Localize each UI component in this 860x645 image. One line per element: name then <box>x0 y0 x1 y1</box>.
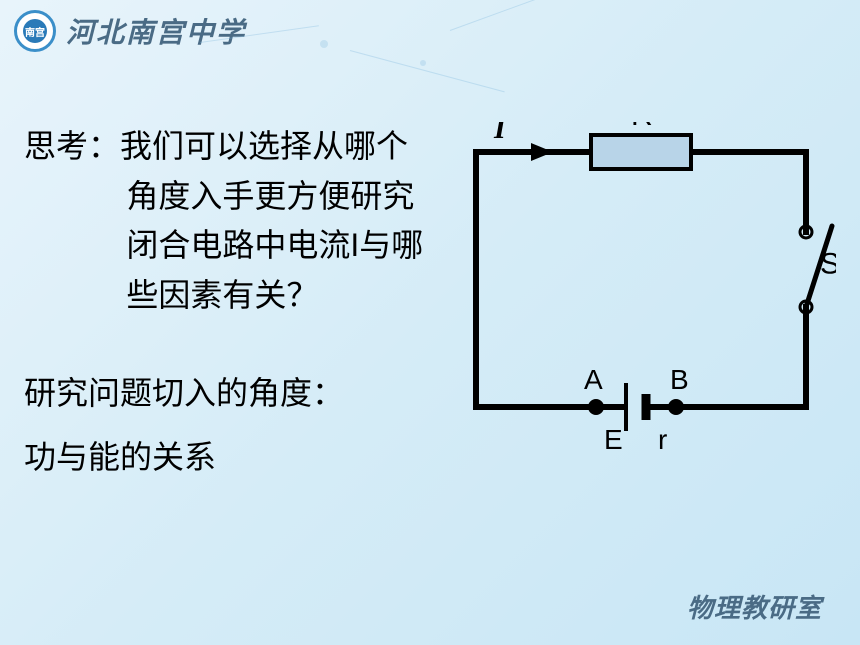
svg-text:R: R <box>631 122 653 132</box>
logo-text: 南宫 <box>23 19 47 43</box>
svg-text:I: I <box>493 122 507 145</box>
circuit-diagram: I R S A B Er <box>436 122 836 483</box>
question-text: 思考：我们可以选择从哪个角度入手更方便研究闭合电路中电流I与哪些因素有关？ <box>24 122 436 320</box>
svg-text:S: S <box>820 248 836 281</box>
svg-text:A: A <box>584 364 603 395</box>
circuit-svg: I R S A B Er <box>436 122 836 482</box>
school-name: 河北南宫中学 <box>66 11 246 51</box>
header: 南宫 河北南宫中学 <box>0 0 860 62</box>
slide-content: 思考：我们可以选择从哪个角度入手更方便研究闭合电路中电流I与哪些因素有关？ 研究… <box>0 62 860 483</box>
svg-text:r: r <box>658 424 667 455</box>
footer-dept: 物理教研室 <box>687 588 822 625</box>
svg-text:E: E <box>604 424 623 455</box>
answer-text: 功与能的关系 <box>24 432 436 483</box>
subheading-text: 研究问题切入的角度： <box>24 368 436 419</box>
svg-text:B: B <box>670 364 689 395</box>
text-column: 思考：我们可以选择从哪个角度入手更方便研究闭合电路中电流I与哪些因素有关？ 研究… <box>24 122 436 483</box>
school-logo: 南宫 <box>14 10 56 52</box>
